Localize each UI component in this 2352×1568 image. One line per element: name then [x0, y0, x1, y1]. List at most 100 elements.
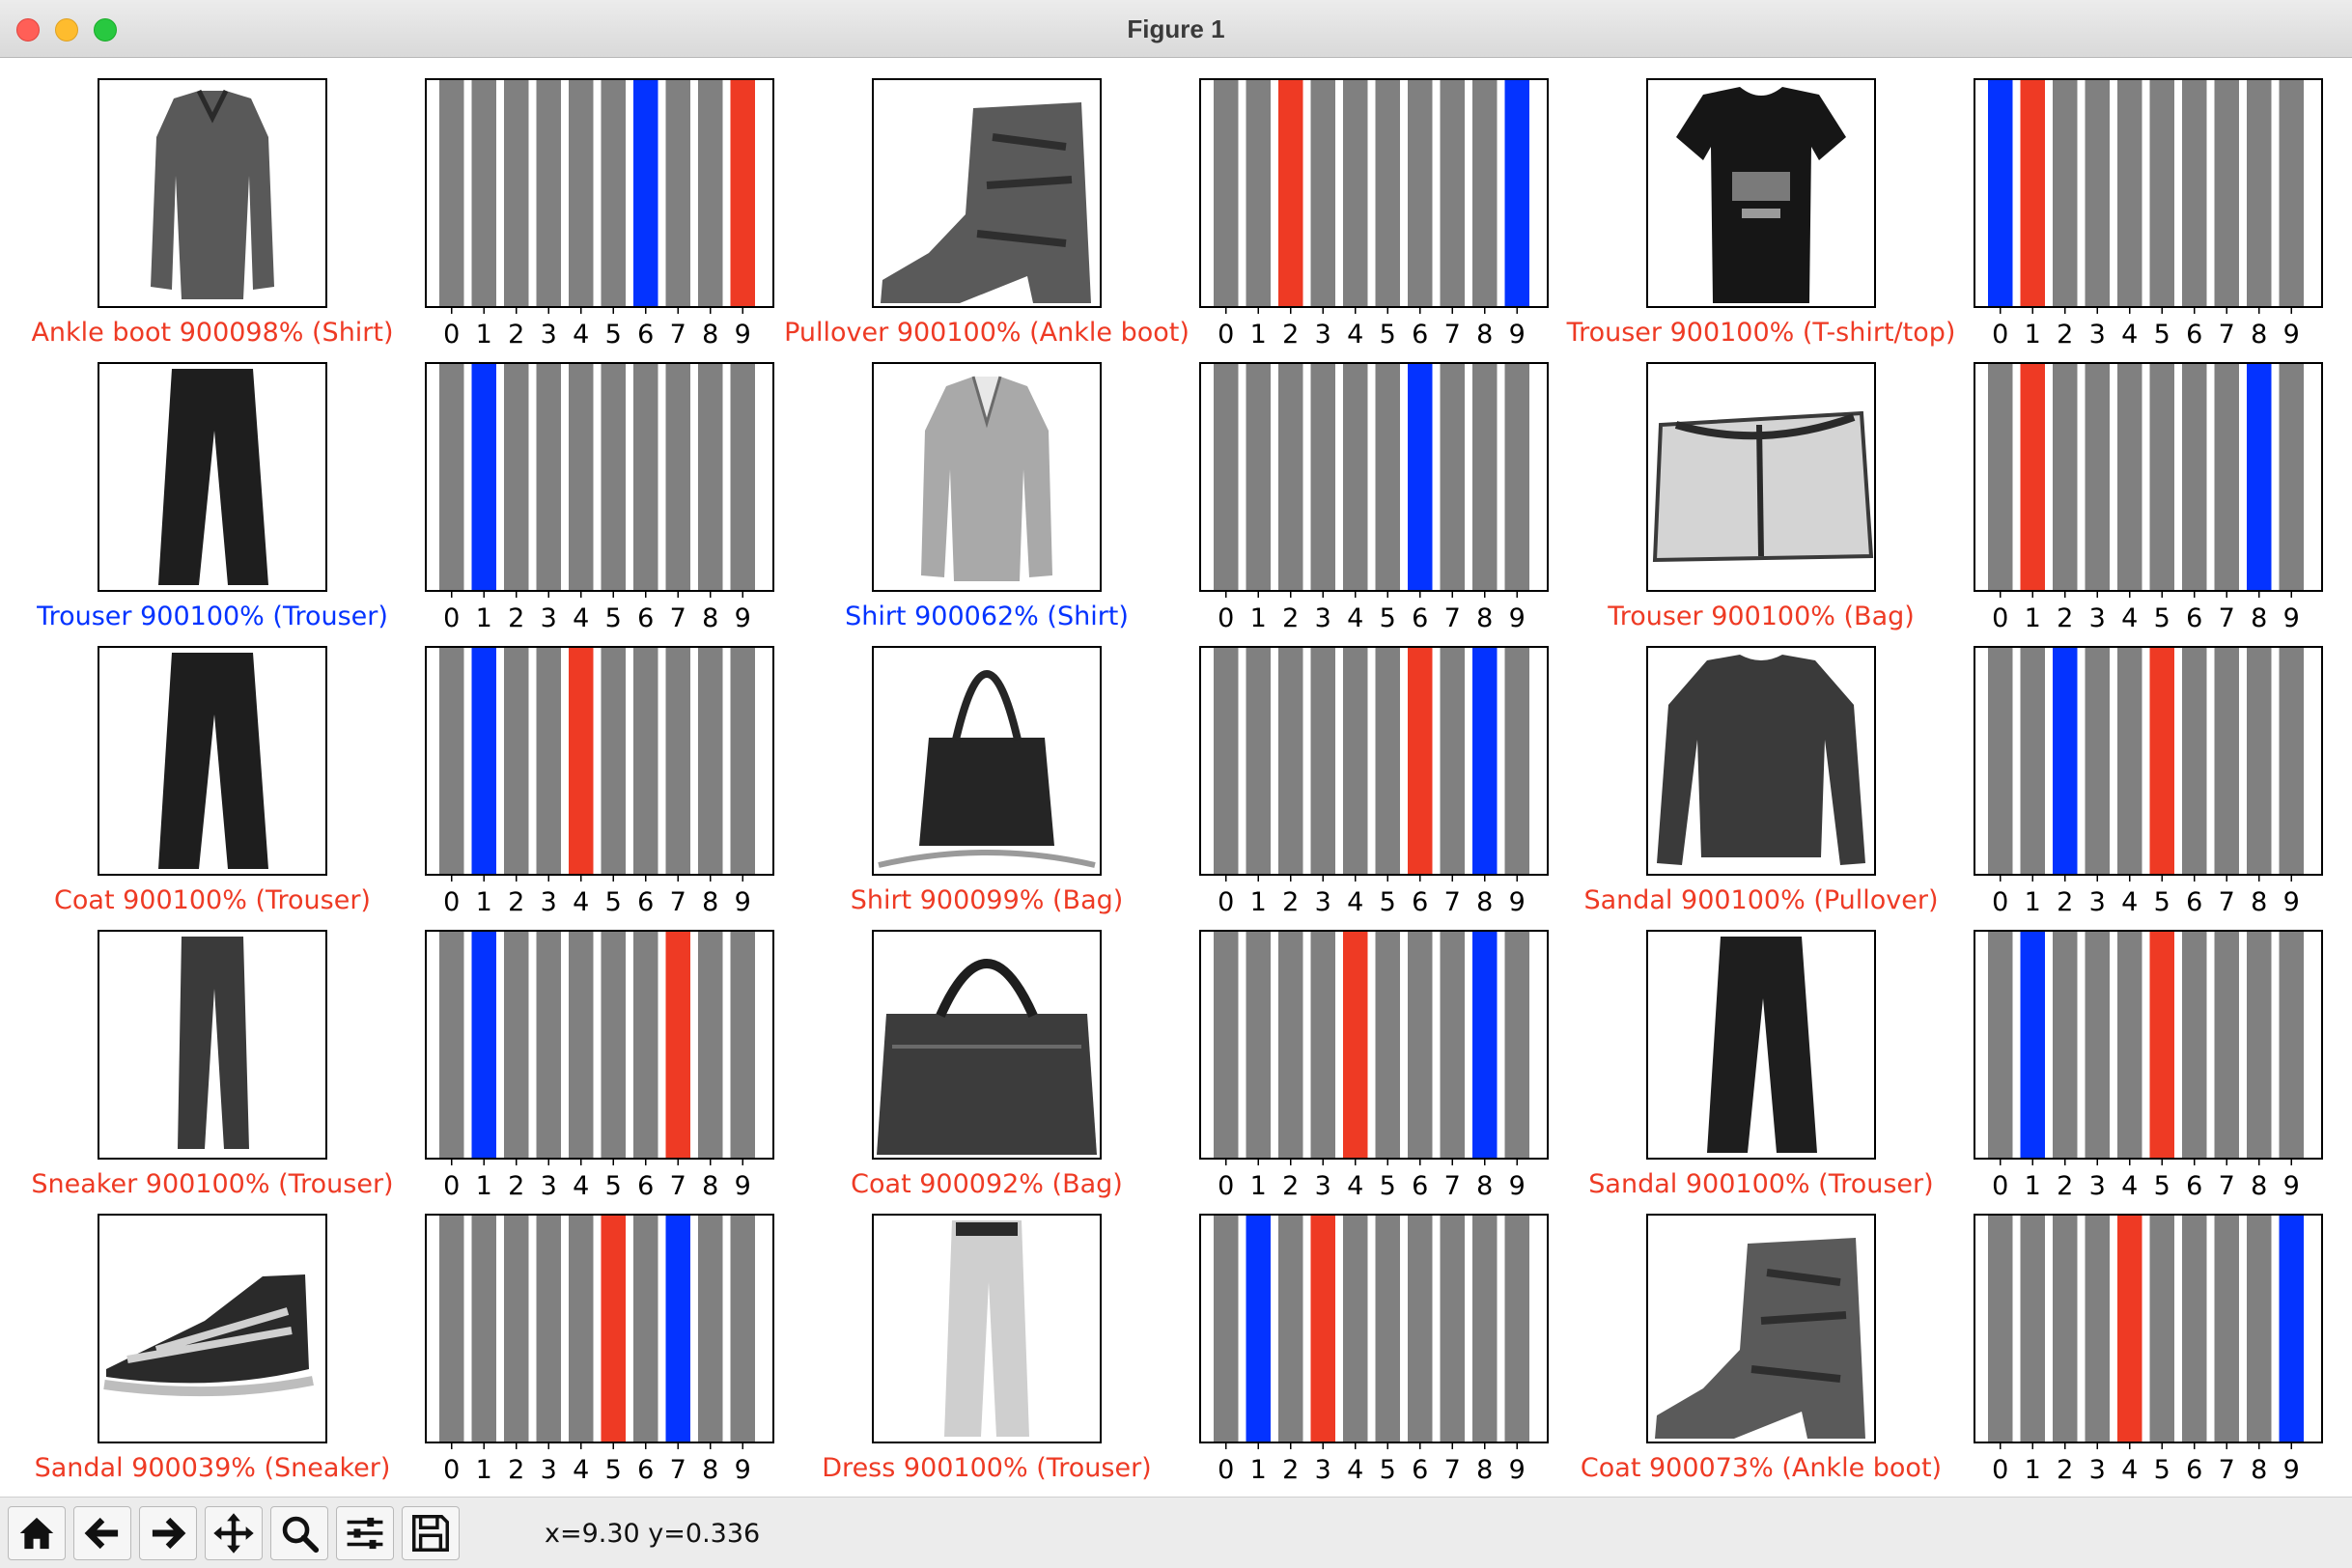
save-button[interactable] [402, 1506, 460, 1560]
x-tick-label: 7 [670, 603, 686, 633]
bar-7 [665, 931, 690, 1159]
bar-4 [2117, 647, 2142, 875]
bar-5 [2149, 363, 2174, 591]
image-frame [1646, 78, 1876, 308]
image-shape [1707, 937, 1817, 1153]
sample-image [1646, 78, 1876, 308]
x-tick-label: 2 [508, 1455, 524, 1485]
bar-6 [1408, 931, 1433, 1159]
axes-frame [425, 362, 774, 592]
x-tick-label: 3 [1315, 1455, 1331, 1485]
x-tick-label: 5 [605, 1455, 622, 1485]
x-tick-label: 2 [1282, 887, 1299, 917]
image-shape [1652, 410, 1874, 563]
x-tick-label: 6 [637, 887, 654, 917]
image-frame [872, 646, 1102, 876]
image-frame [98, 78, 327, 308]
bar-8 [2247, 363, 2272, 591]
maximize-window-button[interactable] [94, 18, 117, 42]
forward-button[interactable] [139, 1506, 197, 1560]
x-tick-label: 9 [2283, 887, 2300, 917]
x-tick-label: 2 [2057, 887, 2073, 917]
bar-1 [471, 647, 496, 875]
bar-8 [2247, 1215, 2272, 1442]
x-tick-label: 4 [1347, 603, 1363, 633]
bar-7 [1440, 647, 1465, 875]
bar-3 [1310, 79, 1335, 307]
home-button[interactable] [8, 1506, 66, 1560]
close-window-button[interactable] [16, 18, 40, 42]
bar-7 [2214, 79, 2239, 307]
bar-5 [1375, 931, 1400, 1159]
image-shape [1750, 1269, 1847, 1383]
prediction-label: Sneaker 900100% (Trouser) [31, 1169, 393, 1199]
back-button[interactable] [73, 1506, 131, 1560]
bar-3 [536, 79, 561, 307]
prediction-label: Sandal 900100% (Trouser) [1588, 1169, 1933, 1199]
x-tick-label: 9 [735, 887, 751, 917]
x-tick-label: 9 [1509, 320, 1526, 350]
save-icon [412, 1515, 449, 1552]
bar-7 [2214, 647, 2239, 875]
x-tick-label: 9 [1509, 1455, 1526, 1485]
image-shape [881, 102, 1091, 303]
axes-frame [1974, 78, 2323, 308]
bar-3 [2085, 79, 2110, 307]
x-tick-label: 0 [443, 1455, 460, 1485]
x-tick-label: 4 [2121, 1171, 2138, 1201]
pan-button[interactable] [205, 1506, 263, 1560]
image-shape [196, 89, 229, 124]
bar-1 [471, 931, 496, 1159]
x-tick-label: 7 [670, 1455, 686, 1485]
bar-8 [1472, 647, 1498, 875]
bar-9 [730, 79, 755, 307]
sample-image [1646, 930, 1876, 1160]
bar-3 [536, 1215, 561, 1442]
image-shape [921, 377, 1052, 581]
configure-subplots-button[interactable] [336, 1506, 394, 1560]
image-shape [178, 937, 249, 1149]
bar-6 [1408, 79, 1433, 307]
axes-frame [425, 78, 774, 308]
bar-9 [730, 363, 755, 591]
prediction-label: Pullover 900100% (Ankle boot) [784, 318, 1190, 348]
bar-3 [2085, 647, 2110, 875]
bar-5 [1375, 647, 1400, 875]
minimize-window-button[interactable] [55, 18, 78, 42]
bar-9 [2279, 363, 2304, 591]
x-tick-label: 8 [1476, 1171, 1493, 1201]
figure-canvas[interactable]: Ankle boot 900098% (Shirt) 0 1 2 3 4 5 6 7 8 9 Pull… [0, 58, 2352, 1497]
axes-frame [1974, 362, 2323, 592]
axes-frame [1974, 1214, 2323, 1443]
x-tick-label: 3 [541, 603, 557, 633]
bar-9 [1504, 647, 1529, 875]
x-tick-label: 2 [2057, 320, 2073, 350]
image-shape [106, 1274, 309, 1384]
x-tick-label: 0 [1992, 1455, 2008, 1485]
bar-1 [471, 363, 496, 591]
bar-0 [1214, 1215, 1239, 1442]
bar-9 [730, 931, 755, 1159]
forward-arrow-icon [152, 1517, 186, 1550]
sample-image [872, 1214, 1102, 1443]
window-titlebar: Figure 1 [0, 0, 2352, 58]
bar-7 [665, 79, 690, 307]
zoom-button[interactable] [270, 1506, 328, 1560]
bar-0 [1988, 931, 2013, 1159]
image-shape [952, 670, 1022, 741]
image-shape [158, 369, 268, 585]
home-icon [19, 1517, 54, 1550]
bar-1 [2020, 363, 2045, 591]
bar-2 [1278, 79, 1303, 307]
bar-8 [698, 647, 723, 875]
prediction-label: Shirt 900099% (Bag) [851, 885, 1124, 915]
bar-4 [2117, 931, 2142, 1159]
x-tick-label: 9 [2283, 1171, 2300, 1201]
bar-8 [1472, 1215, 1498, 1442]
bar-1 [1246, 1215, 1271, 1442]
bar-6 [2182, 1215, 2207, 1442]
